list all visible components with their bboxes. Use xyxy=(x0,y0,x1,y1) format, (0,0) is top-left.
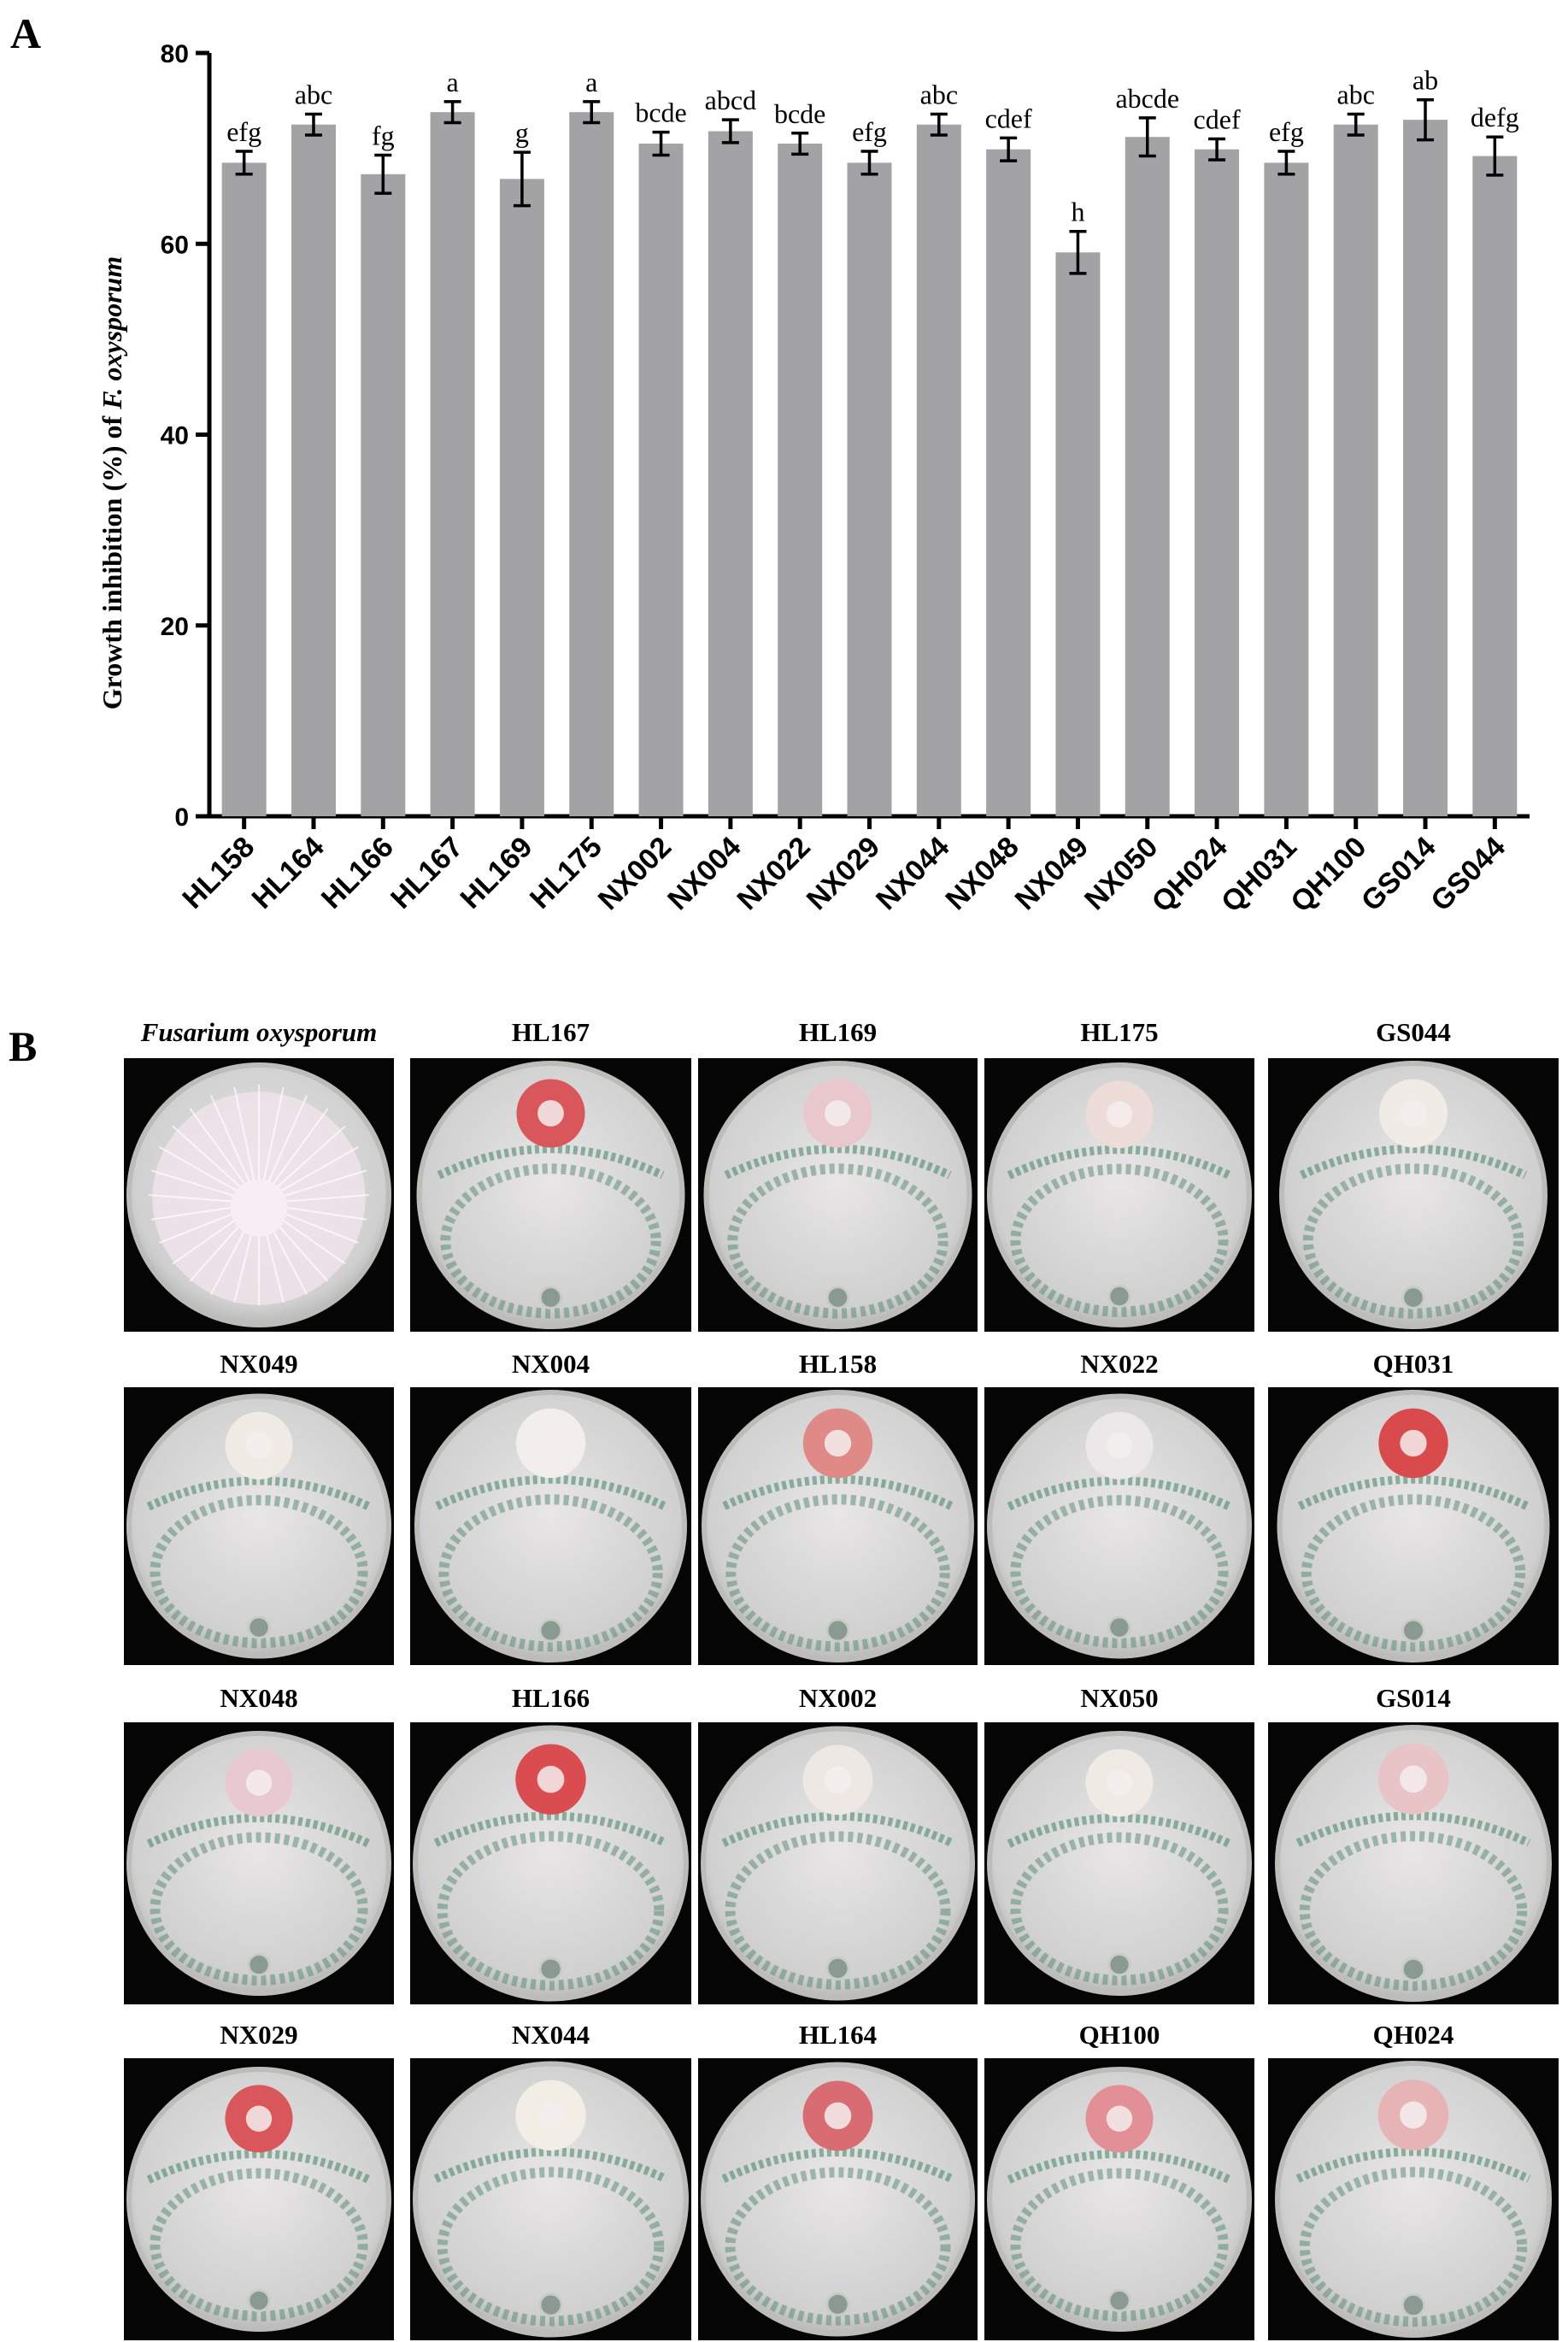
petri-plate-photo xyxy=(410,1387,691,1665)
significance-label: cdef xyxy=(985,103,1032,133)
significance-label: defg xyxy=(1471,102,1519,132)
bar xyxy=(986,149,1031,816)
plate-label: HL169 xyxy=(798,1017,878,1047)
petri-plate-photo xyxy=(984,1387,1254,1665)
significance-label: fg xyxy=(372,120,395,150)
bar xyxy=(221,162,267,816)
plate-label: HL158 xyxy=(798,1349,878,1379)
plate-label: HL164 xyxy=(798,2020,878,2050)
plate-label: QH024 xyxy=(1372,2020,1454,2050)
plate-label: Fusarium oxysporum xyxy=(140,1017,378,1047)
bar xyxy=(708,131,753,817)
significance-label: a xyxy=(447,67,459,97)
y-tick-label: 40 xyxy=(161,422,189,450)
bar xyxy=(1125,137,1170,817)
plate-label: NX004 xyxy=(511,1349,590,1379)
petri-plate-photo xyxy=(410,1058,691,1332)
significance-label: efg xyxy=(226,116,261,147)
y-axis-title-species: F. oxysporum xyxy=(97,256,127,410)
significance-label: abc xyxy=(920,79,958,109)
bar xyxy=(361,174,406,817)
plate-label: NX029 xyxy=(220,2020,298,2050)
plate-label: HL167 xyxy=(511,1017,590,1047)
bar xyxy=(569,112,614,816)
y-tick-label: 0 xyxy=(174,803,189,832)
plate-label: QH100 xyxy=(1078,2020,1160,2050)
significance-label: cdef xyxy=(1194,103,1241,134)
bar xyxy=(638,144,684,816)
bar xyxy=(499,179,544,817)
y-axis-title-prefix: Growth inhibition (%) of xyxy=(97,409,127,709)
y-tick-label: 20 xyxy=(161,613,189,641)
significance-label: abcde xyxy=(1115,83,1179,114)
significance-label: a xyxy=(585,67,597,97)
significance-label: ab xyxy=(1412,65,1438,96)
petri-plate-photo xyxy=(124,2058,394,2340)
plate-label: NX022 xyxy=(1080,1349,1159,1379)
significance-label: abc xyxy=(295,79,332,109)
plate-label: NX048 xyxy=(220,1683,298,1713)
significance-label: bcde xyxy=(635,97,686,128)
bar xyxy=(778,144,823,816)
petri-plate-photo xyxy=(1268,2058,1559,2340)
significance-label: abcd xyxy=(705,85,756,115)
bar xyxy=(1195,149,1240,816)
petri-plate-photo xyxy=(984,2058,1254,2340)
plate-label: QH031 xyxy=(1372,1349,1454,1379)
bar xyxy=(847,162,892,816)
petri-plate-photo xyxy=(984,1722,1254,2004)
petri-plate-photo xyxy=(1268,1722,1559,2004)
panel-label-b: B xyxy=(9,1022,38,1070)
bar xyxy=(430,112,475,816)
plate-label: NX044 xyxy=(511,2020,590,2050)
petri-plate-photo xyxy=(124,1387,394,1665)
bar xyxy=(916,124,961,816)
petri-plate-photo xyxy=(1268,1058,1559,1332)
bar xyxy=(1055,252,1101,816)
petri-plate-photo xyxy=(984,1058,1254,1332)
y-tick-label: 60 xyxy=(161,231,189,259)
significance-label: efg xyxy=(852,116,887,147)
bar xyxy=(1264,162,1309,816)
bar xyxy=(291,124,336,816)
plate-label: HL166 xyxy=(511,1683,590,1713)
significance-label: g xyxy=(515,117,529,148)
significance-label: bcde xyxy=(774,98,825,129)
petri-plate-photo xyxy=(1268,1387,1559,1665)
petri-plate-photo xyxy=(410,2058,691,2340)
plate-label: NX049 xyxy=(220,1349,298,1379)
petri-plate-photo xyxy=(124,1058,394,1332)
significance-label: h xyxy=(1071,197,1084,227)
petri-plate-photo xyxy=(124,1722,394,2004)
y-tick-label: 80 xyxy=(161,40,189,68)
panel-label-a: A xyxy=(10,9,42,57)
y-axis-title: Growth inhibition (%) of F. oxysporum xyxy=(97,256,127,709)
significance-label: efg xyxy=(1269,116,1304,147)
petri-plate-photo xyxy=(698,1387,978,1665)
y-axis: 0 20 40 60 80 xyxy=(161,40,212,832)
significance-label: abc xyxy=(1337,79,1375,109)
petri-plate-photo xyxy=(698,1058,978,1332)
petri-plate-photo xyxy=(698,1722,978,2004)
petri-plate-photo xyxy=(698,2058,978,2340)
plate-label: GS044 xyxy=(1376,1017,1451,1047)
bar xyxy=(1333,124,1378,816)
plate-label: GS014 xyxy=(1376,1683,1451,1713)
plate-label: NX050 xyxy=(1080,1683,1159,1713)
plate-label: NX002 xyxy=(798,1683,878,1713)
bar xyxy=(1403,120,1448,816)
plate-label: HL175 xyxy=(1080,1017,1159,1047)
petri-plate-photo xyxy=(410,1722,691,2004)
bar xyxy=(1472,156,1518,816)
